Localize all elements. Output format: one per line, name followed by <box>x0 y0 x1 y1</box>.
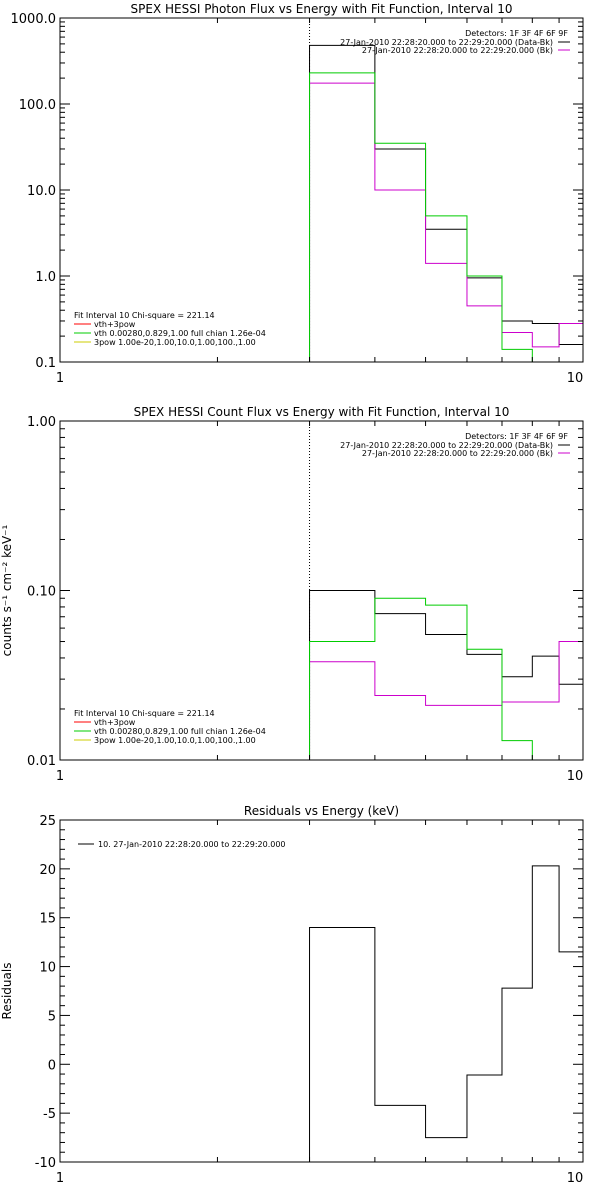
series-line-3 <box>309 597 533 760</box>
legend-entry-label: 3pow 1.00e-20,1.00,10.0,1.00,100.,1.00 <box>94 736 256 745</box>
legend-entry-label: vth+3pow <box>94 320 136 329</box>
axes-frame <box>59 819 584 1163</box>
y-tick-label: 0.10 <box>27 585 56 600</box>
series-line-2 <box>309 82 583 362</box>
y-tick-label: 10 <box>39 961 56 976</box>
chart-title: SPEX HESSI Photon Flux vs Energy with Fi… <box>131 2 513 16</box>
fit-interval-label: Fit Interval 10 Chi-square = 221.14 <box>74 311 215 320</box>
legend-entry-label: vth 0.00280,0.829,1.00 full chian 1.26e-… <box>94 727 266 736</box>
y-tick-label: 0.1 <box>35 356 56 371</box>
y-tick-label: 25 <box>39 814 56 829</box>
y-tick-label: 1000.0 <box>11 12 57 27</box>
legend-entry-label: 10. 27-Jan-2010 22:28:20.000 to 22:29:20… <box>98 840 286 849</box>
y-tick-label: 10.0 <box>27 184 56 199</box>
plot-area <box>309 18 583 362</box>
y-axis-label: counts s⁻¹ cm⁻² keV⁻¹ <box>0 524 14 656</box>
x-tick-label: 10 <box>567 769 584 784</box>
y-tick-label: 20 <box>39 863 56 878</box>
fit-interval-label: Fit Interval 10 Chi-square = 221.14 <box>74 709 215 718</box>
legend-entry-label: 27-Jan-2010 22:28:20.000 to 22:29:20.000… <box>340 38 553 47</box>
y-tick-label: 0.01 <box>27 754 56 769</box>
legend-entry-label: vth+3pow <box>94 718 136 727</box>
y-tick-label: 5 <box>48 1009 56 1024</box>
detectors-label: Detectors: 1F 3F 4F 6F 9F <box>465 432 568 441</box>
y-tick-label: -10 <box>35 1156 56 1171</box>
y-tick-label: 0 <box>48 1058 56 1073</box>
plot-area <box>309 421 583 760</box>
plot-area <box>309 865 583 1162</box>
legend-entry-label: 27-Jan-2010 22:28:20.000 to 22:29:20.000… <box>362 46 553 55</box>
y-tick-label: 100.0 <box>19 98 56 113</box>
chart-title: Residuals vs Energy (keV) <box>244 804 399 818</box>
series-line-1 <box>309 865 583 1162</box>
detectors-label: Detectors: 1F 3F 4F 6F 9F <box>465 29 568 38</box>
series-line-1 <box>309 590 583 760</box>
series-line-2 <box>309 641 583 760</box>
series-line-3 <box>309 72 533 362</box>
x-tick-label: 1 <box>56 371 64 386</box>
y-tick-label: -5 <box>43 1107 56 1122</box>
x-tick-label: 10 <box>567 1171 584 1186</box>
x-tick-label: 10 <box>567 371 584 386</box>
legend-entry-label: 27-Jan-2010 22:28:20.000 to 22:29:20.000… <box>362 449 553 458</box>
chart-title: SPEX HESSI Count Flux vs Energy with Fit… <box>134 405 510 419</box>
chart-panel-3: Residuals vs Energy (keV) 1 10 25 20 15 10 5 0 -5… <box>0 804 584 1186</box>
x-tick-label: 1 <box>56 1171 64 1186</box>
chart-panel-2: SPEX HESSI Count Flux vs Energy with Fit… <box>0 405 584 784</box>
legend-entry-label: vth 0.00280,0.829,1.00 full chian 1.26e-… <box>94 329 266 338</box>
y-axis-label: Residuals <box>0 963 14 1020</box>
y-tick-label: 15 <box>39 912 56 927</box>
legend-entry-label: 3pow 1.00e-20,1.00,10.0,1.00,100.,1.00 <box>94 338 256 347</box>
y-tick-label: 1.0 <box>35 270 56 285</box>
series-line-1 <box>309 44 583 362</box>
legend-entry-label: 27-Jan-2010 22:28:20.000 to 22:29:20.000… <box>340 441 553 450</box>
x-tick-label: 1 <box>56 769 64 784</box>
y-tick-label: 1.00 <box>27 415 56 430</box>
chart-panel-1: SPEX HESSI Photon Flux vs Energy with Fi… <box>11 2 584 386</box>
